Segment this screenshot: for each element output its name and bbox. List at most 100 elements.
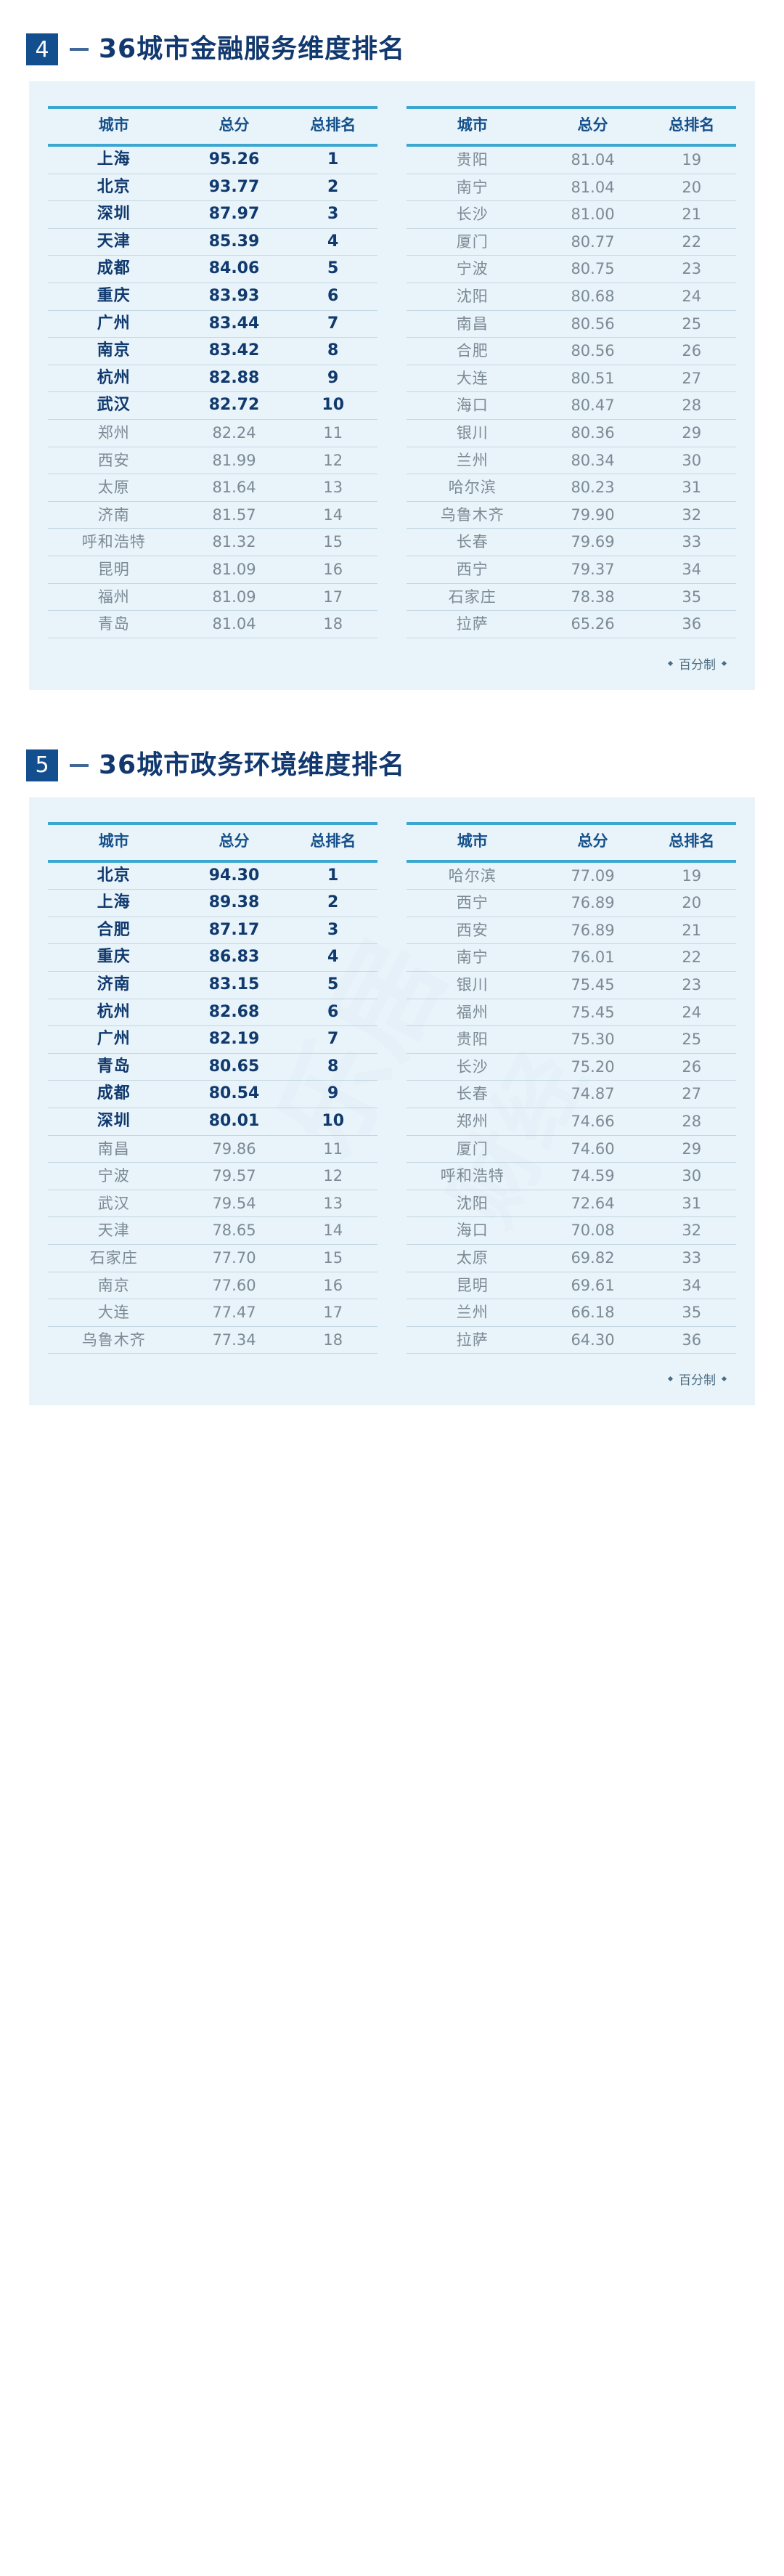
cell-score: 80.34 <box>538 447 648 475</box>
cell-city: 宁波 <box>48 1162 180 1190</box>
cell-score: 82.72 <box>179 391 289 420</box>
cell-rank: 17 <box>288 583 377 612</box>
cell-score: 77.34 <box>179 1326 289 1354</box>
cell-city: 乌鲁木齐 <box>48 1326 180 1354</box>
cell-city: 福州 <box>48 583 180 612</box>
cell-rank: 23 <box>647 255 736 283</box>
cell-city: 兰州 <box>407 447 539 475</box>
cell-city: 福州 <box>407 999 539 1027</box>
column-header-city: 城市 <box>48 106 180 147</box>
cell-score: 87.17 <box>179 917 289 945</box>
footnote-text: 百分制 <box>679 657 716 673</box>
table-row: 南昌 80.56 25 <box>407 310 736 338</box>
column-header-city: 城市 <box>48 821 180 863</box>
table-row: 天津 85.39 4 <box>48 228 377 256</box>
table-row: 北京 93.77 2 <box>48 174 377 202</box>
cell-score: 76.89 <box>538 917 648 945</box>
cell-rank: 11 <box>288 419 377 447</box>
cell-score: 80.77 <box>538 228 648 256</box>
ranking-section-5: 5 36城市政务环境维度排名 城市 总分 总排名 北京 94.30 1 上海 89.38 2 合肥 87… <box>0 716 784 1413</box>
cell-rank: 3 <box>288 200 377 229</box>
table-row: 乌鲁木齐 79.90 32 <box>407 501 736 529</box>
table-row: 广州 82.19 7 <box>48 1025 377 1054</box>
cell-city: 昆明 <box>48 556 180 584</box>
cell-score: 79.86 <box>179 1135 289 1163</box>
column-header-score: 总分 <box>179 106 289 147</box>
footnote: 百分制 <box>48 638 736 677</box>
cell-city: 上海 <box>48 889 180 917</box>
cell-score: 81.09 <box>179 583 289 612</box>
column-header-rank: 总排名 <box>288 821 377 863</box>
cell-city: 成都 <box>48 255 180 283</box>
cell-rank: 14 <box>288 1216 377 1245</box>
cell-score: 81.09 <box>179 556 289 584</box>
cell-score: 74.87 <box>538 1080 648 1109</box>
cell-city: 昆明 <box>407 1272 539 1300</box>
cell-rank: 19 <box>647 861 736 890</box>
table-row: 武汉 79.54 13 <box>48 1190 377 1218</box>
table-row: 银川 80.36 29 <box>407 419 736 447</box>
ranking-table-right: 城市 总分 总排名 贵阳 81.04 19 南宁 81.04 20 长沙 81.00 21 厦门 80.7… <box>407 106 736 638</box>
cell-score: 81.99 <box>179 447 289 475</box>
table-row: 北京 94.30 1 <box>48 861 377 890</box>
cell-rank: 5 <box>288 255 377 283</box>
cell-score: 69.61 <box>538 1272 648 1300</box>
cell-rank: 32 <box>647 1216 736 1245</box>
section-number-badge: 4 <box>26 33 58 65</box>
cell-city: 南昌 <box>48 1135 180 1163</box>
table-row: 西宁 76.89 20 <box>407 889 736 917</box>
footnote: 百分制 <box>48 1354 736 1392</box>
cell-rank: 21 <box>647 917 736 945</box>
table-row: 重庆 83.93 6 <box>48 283 377 311</box>
table-row: 沈阳 72.64 31 <box>407 1190 736 1218</box>
table-row: 拉萨 64.30 36 <box>407 1326 736 1354</box>
cell-city: 乌鲁木齐 <box>407 501 539 529</box>
cell-score: 77.09 <box>538 861 648 890</box>
cell-score: 86.83 <box>179 943 289 972</box>
cell-city: 石家庄 <box>48 1244 180 1272</box>
cell-city: 武汉 <box>48 1190 180 1218</box>
cell-score: 81.57 <box>179 501 289 529</box>
ranking-table-left: 城市 总分 总排名 上海 95.26 1 北京 93.77 2 深圳 87.97 3 天津 85.39 4 成… <box>48 106 377 638</box>
cell-city: 济南 <box>48 501 180 529</box>
table-row: 乌鲁木齐 77.34 18 <box>48 1326 377 1354</box>
table-row: 西安 81.99 12 <box>48 447 377 475</box>
cell-score: 80.51 <box>538 365 648 393</box>
cell-rank: 18 <box>288 1326 377 1354</box>
cell-rank: 12 <box>288 447 377 475</box>
cell-city: 沈阳 <box>407 1190 539 1218</box>
sections-container: 4 36城市金融服务维度排名 城市 总分 总排名 上海 95.26 1 北京 93.77 2 深圳 87… <box>0 33 784 1413</box>
column-header-score: 总分 <box>538 106 648 147</box>
cell-rank: 35 <box>647 583 736 612</box>
cell-score: 77.70 <box>179 1244 289 1272</box>
report-page: 乐居 财经 436城市金融服务维度排名城市总分总排名上海95.261北京93.7… <box>0 33 784 1413</box>
cell-city: 宁波 <box>407 255 539 283</box>
table-half-right: 城市 总分 总排名 哈尔滨 77.09 19 西宁 76.89 20 西安 76.89 21 南宁 76.… <box>392 821 736 1354</box>
cell-city: 厦门 <box>407 228 539 256</box>
cell-score: 82.68 <box>179 999 289 1027</box>
cell-city: 石家庄 <box>407 583 539 612</box>
table-row: 宁波 79.57 12 <box>48 1162 377 1190</box>
cell-rank: 6 <box>288 283 377 311</box>
cell-score: 70.08 <box>538 1216 648 1245</box>
cell-city: 北京 <box>48 861 180 890</box>
cell-score: 95.26 <box>179 145 289 174</box>
ranking-table-left: 城市 总分 总排名 北京 94.30 1 上海 89.38 2 合肥 87.17 3 重庆 86.83 4 济… <box>48 821 377 1354</box>
cell-city: 厦门 <box>407 1135 539 1163</box>
cell-score: 79.69 <box>538 528 648 556</box>
table-row: 长春 79.69 33 <box>407 528 736 556</box>
table-row: 济南 83.15 5 <box>48 971 377 999</box>
table-row: 南昌 79.86 11 <box>48 1135 377 1163</box>
cell-rank: 23 <box>647 971 736 999</box>
cell-rank: 24 <box>647 999 736 1027</box>
table-row: 济南 81.57 14 <box>48 501 377 529</box>
cell-rank: 13 <box>288 474 377 502</box>
table-row: 呼和浩特 74.59 30 <box>407 1162 736 1190</box>
cell-score: 83.15 <box>179 971 289 999</box>
table-row: 深圳 80.01 10 <box>48 1108 377 1136</box>
diamond-icon <box>667 660 674 666</box>
cell-city: 青岛 <box>48 1053 180 1081</box>
cell-city: 哈尔滨 <box>407 474 539 502</box>
cell-city: 合肥 <box>48 917 180 945</box>
cell-rank: 5 <box>288 971 377 999</box>
